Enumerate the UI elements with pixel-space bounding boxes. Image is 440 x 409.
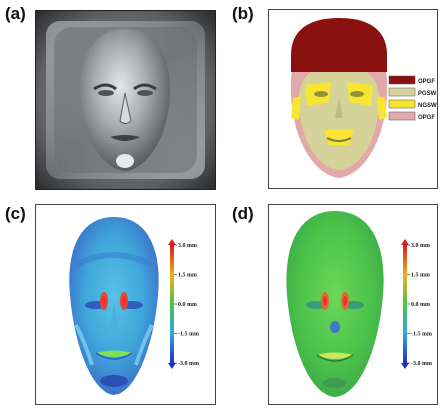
legend-label: PGSW [418,91,437,97]
legend-label: OPGF [418,79,435,85]
deviation-face-c [69,217,159,395]
legend-swatch [388,87,416,97]
deviation-face-d [286,211,384,397]
panel-label-b: (b) [232,4,254,23]
panel-label-c: (c) [5,204,26,223]
colorbar-tick-label: 3.0 mm [411,243,430,249]
region-map-panel: OPGF PGSW NGSW OPGF [268,9,438,189]
colorbar-tick-label: 1.5 mm [178,273,197,279]
legend-swatch [388,75,416,85]
colorbar-tick-label: 1.5 mm [411,273,430,279]
colorbar-tick-label: -1.5 mm [178,332,199,338]
legend-label: OPGF [418,115,435,121]
deviation-map-c: 3.0 mm 1.5 mm 0.0 mm -1.5 mm -3.0 mm [35,204,216,405]
legend-swatch [388,111,416,121]
region-legend: OPGF PGSW NGSW OPGF [388,75,437,121]
colorbar-d: 3.0 mm 1.5 mm 0.0 mm -1.5 mm -3.0 mm [401,239,432,369]
colorbar-tick-label: 0.0 mm [411,302,430,308]
colorbar-tick-label: -3.0 mm [178,361,199,367]
colorbar-tick-label: -1.5 mm [411,332,432,338]
region-map-figure [290,18,388,178]
mold-photo-image [36,11,215,189]
deviation-map-d: 3.0 mm 1.5 mm 0.0 mm -1.5 mm -3.0 mm [268,204,438,405]
colorbar-c: 3.0 mm 1.5 mm 0.0 mm -1.5 mm -3.0 mm [168,239,199,369]
panel-label-a: (a) [5,4,26,23]
panel-label-d: (d) [232,204,254,223]
legend-label: NGSW [418,103,437,109]
legend-swatch [388,99,416,109]
colorbar-tick-label: -3.0 mm [411,361,432,367]
mold-photo [35,10,216,190]
colorbar-tick-label: 0.0 mm [178,302,197,308]
colorbar-tick-label: 3.0 mm [178,243,197,249]
